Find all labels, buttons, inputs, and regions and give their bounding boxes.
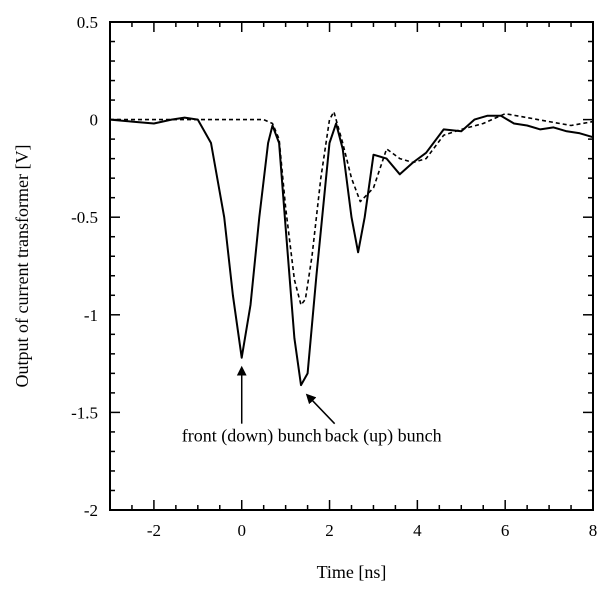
annotation-arrow: [307, 395, 334, 424]
x-tick-label: 2: [325, 521, 334, 540]
y-tick-label: -1: [84, 306, 98, 325]
annotation-label: back (up) bunch: [325, 426, 442, 447]
x-axis-title: Time [ns]: [317, 562, 387, 582]
series-lines: [110, 112, 593, 385]
series-line-dashed: [110, 112, 593, 305]
tick-labels: -2 0 2 4 6 8 0.5 0 -0.5 -1 -1.5 -2: [71, 13, 597, 540]
x-tick-label: -2: [147, 521, 161, 540]
y-tick-label: -1.5: [71, 403, 98, 422]
x-tick-label: 4: [413, 521, 422, 540]
y-tick-label: 0.5: [77, 13, 98, 32]
x-tick-label: 8: [589, 521, 598, 540]
y-tick-label: -0.5: [71, 208, 98, 227]
x-tick-label: 0: [237, 521, 246, 540]
y-tick-label: 0: [90, 111, 99, 130]
y-tick-label: -2: [84, 501, 98, 520]
series-line-solid: [110, 116, 593, 385]
annotation-label: front (down) bunch: [182, 426, 322, 447]
y-axis-title: Output of current transformer [V]: [12, 145, 32, 388]
annotations: front (down) bunch back (up) bunch: [182, 368, 442, 447]
x-tick-label: 6: [501, 521, 510, 540]
